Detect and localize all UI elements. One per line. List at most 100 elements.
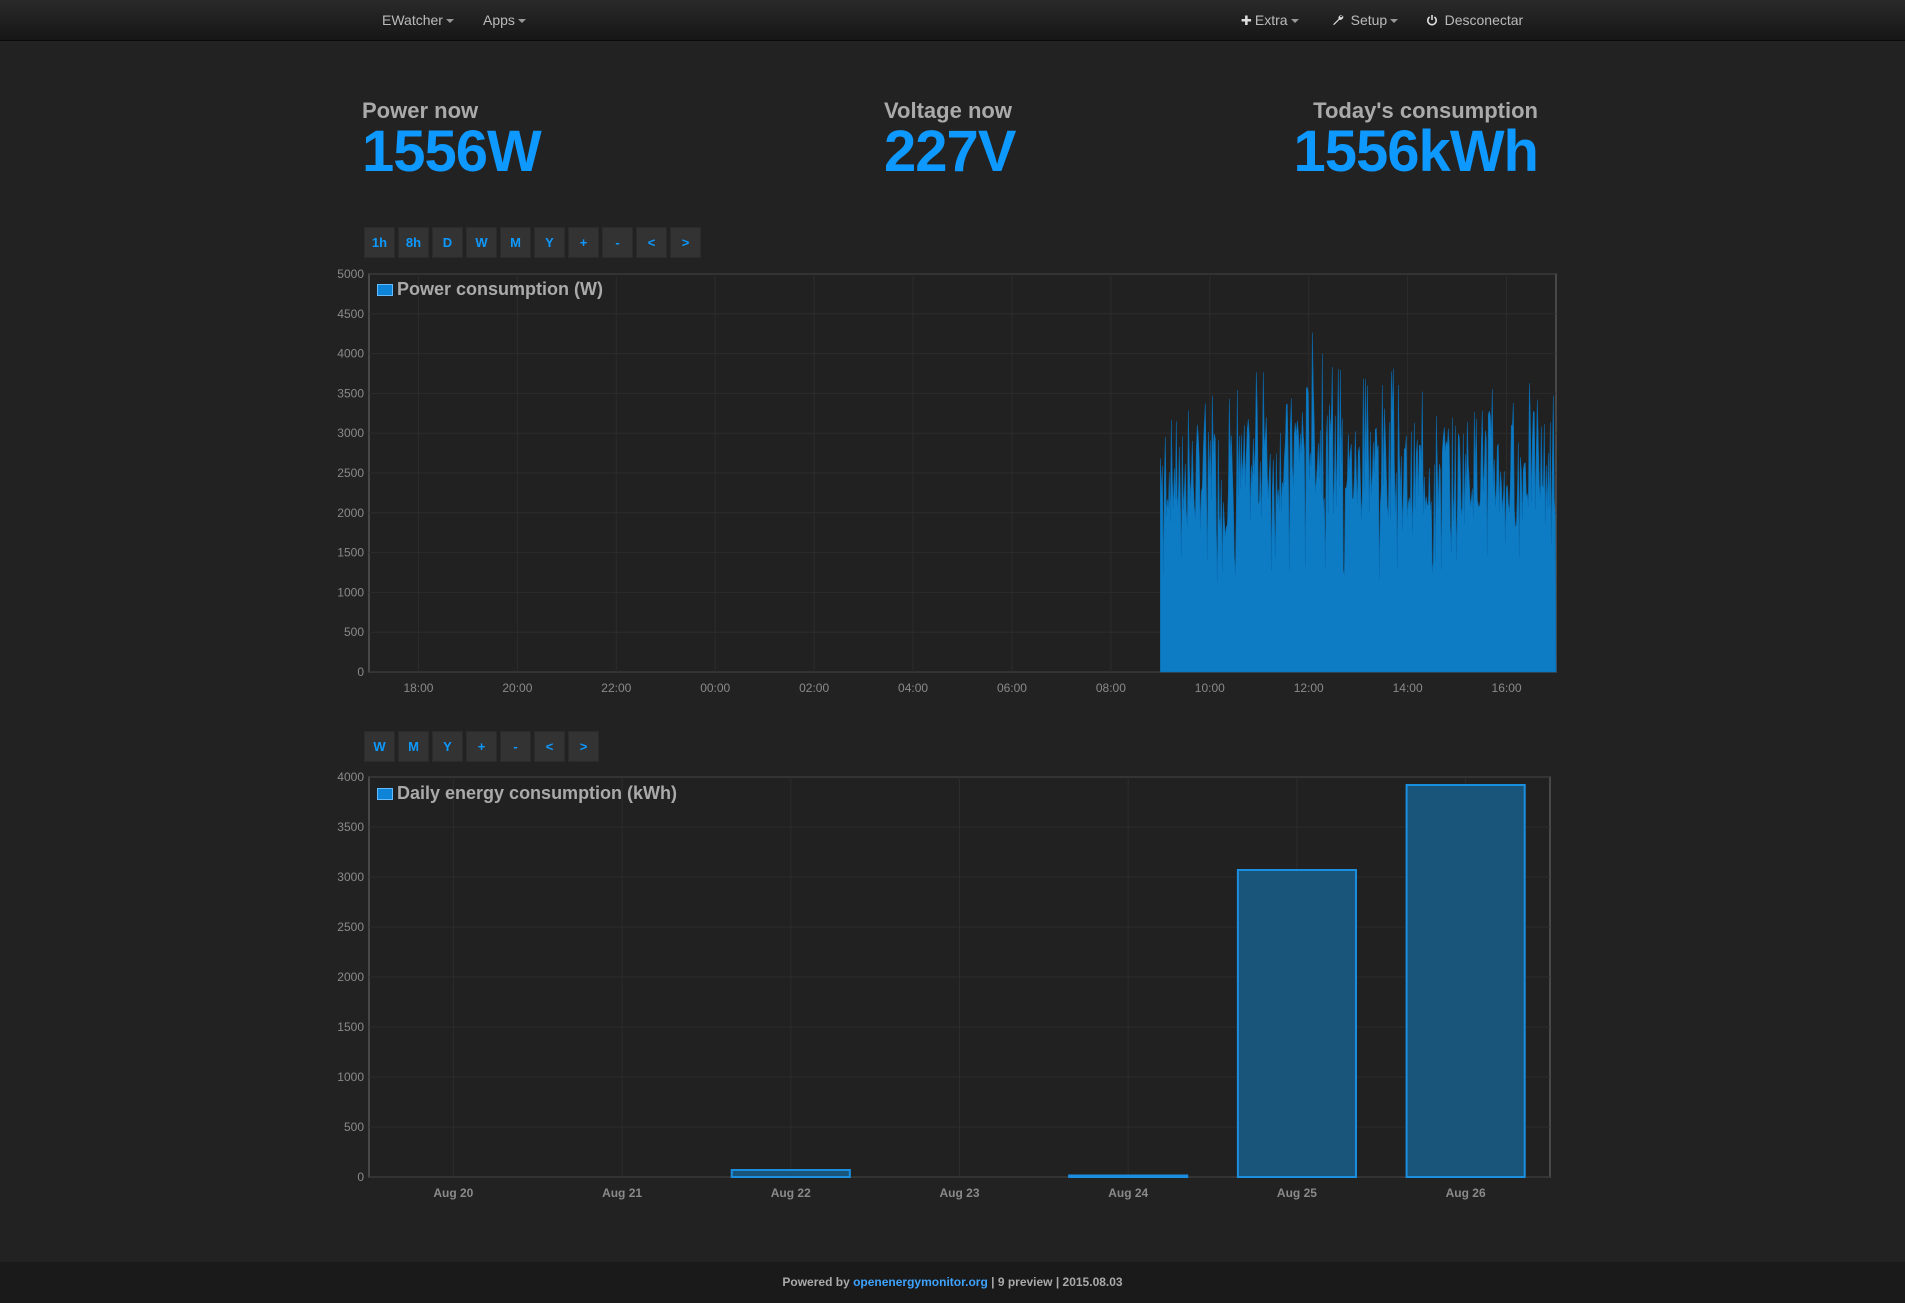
- top-navbar: EWatcher Apps ✚ Extra Setup Desconectar: [0, 0, 1905, 41]
- power-now-label: Power now: [362, 98, 479, 123]
- power-chart-legend: Power consumption (W): [377, 279, 603, 300]
- y-tick-label: 2000: [337, 506, 364, 520]
- power-range-button-9[interactable]: >: [670, 227, 701, 258]
- chevron-down-icon: [1290, 19, 1299, 24]
- power-chart-title: Power consumption (W): [397, 279, 603, 299]
- energy-range-button-4[interactable]: -: [500, 731, 531, 762]
- energy-range-button-2[interactable]: Y: [432, 731, 463, 762]
- energy-chart-title: Daily energy consumption (kWh): [397, 783, 678, 803]
- y-tick-label: 4000: [337, 347, 364, 361]
- x-tick-label: Aug 25: [1277, 1186, 1317, 1200]
- y-tick-label: 4500: [337, 307, 364, 321]
- x-tick-label: 02:00: [799, 681, 829, 695]
- wrench-icon: [1332, 13, 1348, 28]
- x-tick-label: 04:00: [898, 681, 928, 695]
- energy-range-buttons: W M Y + - < >: [364, 731, 599, 762]
- power-now-stat: Power now 1556W: [362, 98, 542, 184]
- logout-link-label: Desconectar: [1444, 12, 1524, 28]
- power-range-button-0[interactable]: 1h: [364, 227, 395, 258]
- y-tick-label: 4000: [337, 770, 364, 784]
- ewatcher-menu[interactable]: EWatcher: [382, 0, 454, 40]
- power-area-series: [1160, 332, 1557, 673]
- energy-bar: [1068, 1174, 1189, 1178]
- x-tick-label: 18:00: [403, 681, 433, 695]
- power-range-button-4[interactable]: M: [500, 227, 531, 258]
- y-tick-label: 500: [344, 1120, 364, 1134]
- power-range-button-7[interactable]: -: [602, 227, 633, 258]
- apps-menu[interactable]: Apps: [483, 0, 526, 40]
- voltage-now-stat: Voltage now 227V: [884, 98, 1016, 184]
- legend-swatch: [377, 787, 393, 800]
- x-tick-label: 20:00: [502, 681, 532, 695]
- voltage-now-label: Voltage now: [884, 98, 1012, 123]
- todays-consumption-value: 1556kWh: [1293, 119, 1539, 184]
- x-tick-label: 00:00: [700, 681, 730, 695]
- x-tick-label: 16:00: [1492, 681, 1522, 695]
- logout-link[interactable]: Desconectar: [1426, 0, 1523, 40]
- y-tick-label: 2500: [337, 466, 364, 480]
- energy-chart-legend: Daily energy consumption (kWh): [377, 783, 677, 804]
- x-tick-label: 14:00: [1393, 681, 1423, 695]
- y-tick-label: 2500: [337, 920, 364, 934]
- y-tick-label: 1000: [337, 585, 364, 599]
- power-range-button-2[interactable]: D: [432, 227, 463, 258]
- y-tick-label: 0: [357, 665, 364, 679]
- energy-bar: [1236, 869, 1357, 1178]
- todays-consumption-stat: Today's consumption 1556kWh: [1293, 98, 1539, 184]
- energy-bar: [1405, 784, 1526, 1178]
- extra-menu-label: Extra: [1254, 12, 1288, 28]
- x-tick-label: 12:00: [1294, 681, 1324, 695]
- energy-range-button-1[interactable]: M: [398, 731, 429, 762]
- power-range-button-1[interactable]: 8h: [398, 227, 429, 258]
- energy-range-button-3[interactable]: +: [466, 731, 497, 762]
- power-range-button-5[interactable]: Y: [534, 227, 565, 258]
- x-tick-label: 06:00: [997, 681, 1027, 695]
- energy-range-button-5[interactable]: <: [534, 731, 565, 762]
- legend-swatch: [377, 283, 393, 296]
- x-tick-label: Aug 26: [1446, 1186, 1486, 1200]
- energy-plot-area: [368, 776, 1551, 1178]
- power-range-buttons: 1h 8h D W M Y + - < >: [364, 227, 701, 258]
- chevron-down-icon: [1390, 19, 1399, 24]
- energy-range-button-6[interactable]: >: [568, 731, 599, 762]
- y-tick-label: 2000: [337, 970, 364, 984]
- x-tick-label: 10:00: [1195, 681, 1225, 695]
- x-tick-label: Aug 22: [771, 1186, 811, 1200]
- y-tick-label: 0: [357, 1170, 364, 1184]
- x-tick-label: 22:00: [601, 681, 631, 695]
- y-tick-label: 1500: [337, 1020, 364, 1034]
- setup-menu-label: Setup: [1350, 12, 1388, 28]
- ewatcher-menu-label: EWatcher: [382, 12, 443, 28]
- setup-menu[interactable]: Setup: [1332, 0, 1399, 40]
- power-plot-area: [368, 273, 1557, 673]
- footer: Powered by openenergymonitor.org | 9 pre…: [0, 1262, 1905, 1303]
- power-icon: [1426, 13, 1442, 28]
- extra-menu[interactable]: ✚ Extra: [1241, 0, 1299, 40]
- y-tick-label: 1500: [337, 546, 364, 560]
- y-tick-label: 5000: [337, 267, 364, 281]
- x-tick-label: 08:00: [1096, 681, 1126, 695]
- y-tick-label: 500: [344, 625, 364, 639]
- x-tick-label: Aug 24: [1108, 1186, 1148, 1200]
- todays-consumption-label: Today's consumption: [1313, 98, 1538, 123]
- power-range-button-3[interactable]: W: [466, 227, 497, 258]
- energy-bar: [730, 1169, 851, 1178]
- footer-suffix: | 9 preview | 2015.08.03: [991, 1275, 1123, 1289]
- footer-link[interactable]: openenergymonitor.org: [853, 1275, 988, 1289]
- chevron-down-icon: [445, 19, 454, 24]
- x-tick-label: Aug 21: [602, 1186, 642, 1200]
- chevron-down-icon: [517, 19, 526, 24]
- voltage-now-value: 227V: [884, 119, 1016, 184]
- power-range-button-6[interactable]: +: [568, 227, 599, 258]
- y-tick-label: 1000: [337, 1070, 364, 1084]
- footer-prefix: Powered by: [782, 1275, 850, 1289]
- y-tick-label: 3000: [337, 426, 364, 440]
- power-range-button-8[interactable]: <: [636, 227, 667, 258]
- y-tick-label: 3500: [337, 386, 364, 400]
- energy-range-button-0[interactable]: W: [364, 731, 395, 762]
- power-now-value: 1556W: [362, 119, 542, 184]
- y-tick-label: 3500: [337, 820, 364, 834]
- x-tick-label: Aug 20: [433, 1186, 473, 1200]
- x-tick-label: Aug 23: [939, 1186, 979, 1200]
